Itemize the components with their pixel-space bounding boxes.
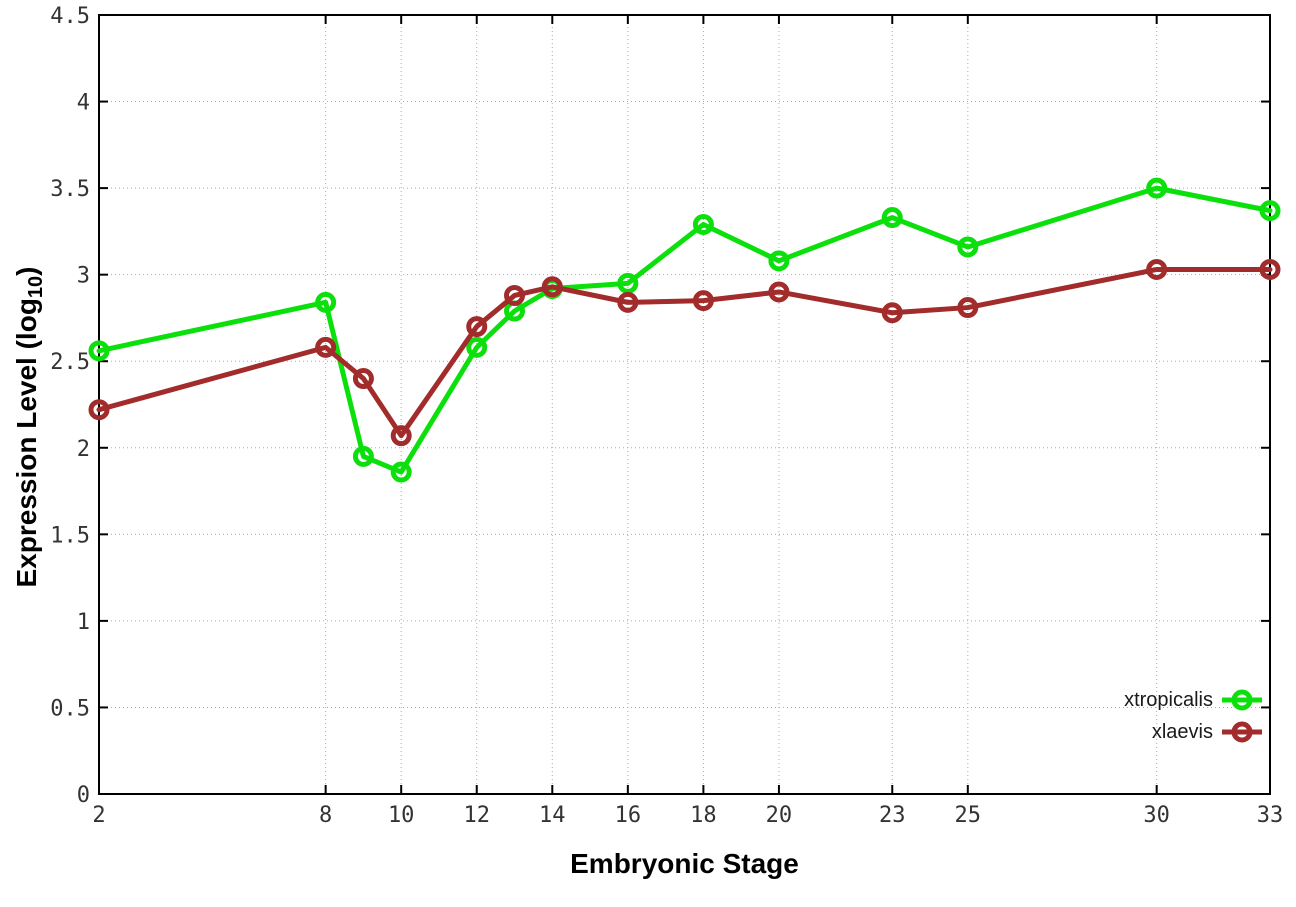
data-point-xtropicalis (692, 213, 714, 235)
data-point-xtropicalis (466, 336, 488, 358)
y-tick-label: 1.5 (50, 523, 90, 548)
legend-item-xlaevis: xlaevis (1124, 716, 1262, 748)
x-tick-label: 33 (1257, 803, 1284, 828)
legend-marker-xtropicalis (1222, 689, 1262, 711)
data-point-xtropicalis (617, 272, 639, 294)
y-tick-label: 0.5 (50, 696, 90, 721)
data-point-xlaevis (466, 316, 488, 338)
x-tick-label: 25 (955, 803, 982, 828)
y-tick-label: 2.5 (50, 350, 90, 375)
y-tick-label: 3 (77, 264, 90, 289)
legend-item-xtropicalis: xtropicalis (1124, 684, 1262, 716)
y-axis-title-end: ) (11, 266, 42, 276)
data-point-xlaevis (768, 281, 790, 303)
y-axis-title-main: Expression Level (log (11, 298, 42, 588)
y-tick-label: 0 (77, 783, 90, 808)
plot-border (98, 14, 1271, 795)
x-tick-label: 2 (92, 803, 105, 828)
data-point-xtropicalis (1259, 200, 1281, 222)
data-point-xtropicalis (768, 250, 790, 272)
data-point-xlaevis (88, 399, 110, 421)
data-point-xlaevis (504, 284, 526, 306)
data-point-xlaevis (881, 302, 903, 324)
y-axis-title: Expression Level (log10) (11, 227, 47, 627)
data-point-xlaevis (1259, 258, 1281, 280)
data-point-xtropicalis (352, 445, 374, 467)
data-point-xtropicalis (315, 291, 337, 313)
x-tick-label: 30 (1143, 803, 1170, 828)
data-point-xlaevis (617, 291, 639, 313)
data-point-xlaevis (692, 290, 714, 312)
x-tick-label: 8 (319, 803, 332, 828)
series-line-xlaevis (96, 266, 1273, 439)
series-line-xtropicalis (96, 185, 1273, 475)
x-axis-title: Embryonic Stage (570, 848, 799, 879)
y-tick-label: 2 (77, 437, 90, 462)
legend: xtropicalis xlaevis (1124, 684, 1262, 748)
data-point-xtropicalis (88, 340, 110, 362)
x-tick-label: 14 (539, 803, 566, 828)
x-tick-label: 18 (690, 803, 717, 828)
data-point-xlaevis (1146, 258, 1168, 280)
y-axis-title-subscript: 10 (25, 275, 47, 299)
y-tick-label: 4 (77, 91, 90, 116)
data-point-xlaevis (390, 425, 412, 447)
legend-marker-xlaevis (1222, 721, 1262, 743)
y-tick-label: 1 (77, 610, 90, 635)
y-tick-label: 4.5 (50, 4, 90, 29)
data-point-xlaevis (352, 368, 374, 390)
legend-label: xlaevis (1151, 720, 1213, 743)
data-point-xlaevis (541, 276, 563, 298)
y-tick-label: 3.5 (50, 177, 90, 202)
data-point-xtropicalis (1146, 177, 1168, 199)
x-tick-label: 10 (388, 803, 415, 828)
x-tick-label: 20 (766, 803, 793, 828)
data-point-xtropicalis (881, 207, 903, 229)
data-point-xlaevis (315, 336, 337, 358)
data-point-xtropicalis (957, 236, 979, 258)
x-tick-label: 23 (879, 803, 906, 828)
x-tick-label: 12 (463, 803, 490, 828)
data-point-xtropicalis (390, 461, 412, 483)
legend-label: xtropicalis (1124, 688, 1213, 711)
data-point-xlaevis (957, 297, 979, 319)
x-tick-label: 16 (615, 803, 642, 828)
